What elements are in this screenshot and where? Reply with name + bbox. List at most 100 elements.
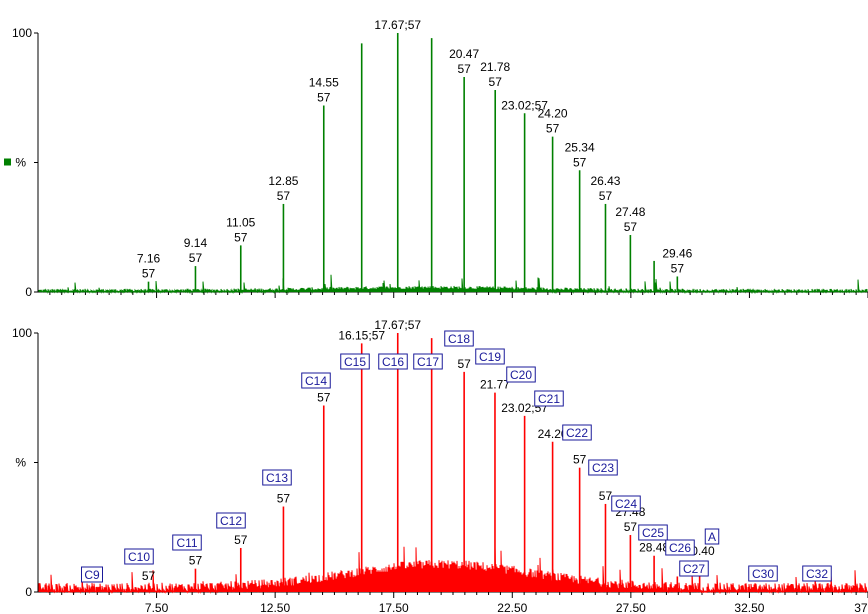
bottom-peak-label: 57 <box>599 489 613 503</box>
top-baseline-signal <box>38 274 868 294</box>
bottom-xtick-label: 17.50 <box>379 601 409 614</box>
bottom-peak-label: 57 <box>624 520 638 534</box>
top-peak-label: 57 <box>624 220 638 234</box>
bottom-xtick-label: 12.50 <box>260 601 290 614</box>
compound-label: C14 <box>305 374 327 388</box>
compound-label: C16 <box>382 355 404 369</box>
top-peak-label: 57 <box>317 91 331 105</box>
compound-label-box <box>506 366 536 383</box>
compound-label: C21 <box>538 392 560 406</box>
top-peak-label: 26.43 <box>590 174 620 188</box>
compound-label-box <box>534 390 564 407</box>
compound-label-box <box>340 353 370 370</box>
top-peak-label: 57 <box>142 267 156 281</box>
compound-label: C15 <box>344 355 366 369</box>
compound-label-box <box>704 528 720 545</box>
bottom-peak-label: 16.15;57 <box>338 328 385 342</box>
top-peak-label: 21.78 <box>480 60 510 74</box>
top-peak-label: 57 <box>277 189 291 203</box>
compound-label: C26 <box>669 541 691 555</box>
top-peak-label: 23.02;57 <box>501 98 548 112</box>
top-peak-label: 12.85 <box>268 174 298 188</box>
compound-label-box <box>124 548 154 565</box>
compound-label: C20 <box>510 368 532 382</box>
bottom-xtick-label: 7.50 <box>145 601 169 614</box>
compound-label-box <box>262 469 292 486</box>
compound-label: C10 <box>128 550 150 564</box>
bottom-xtick-label: 27.50 <box>616 601 646 614</box>
top-peak-label: 27.48 <box>615 205 645 219</box>
compound-label: C13 <box>266 471 288 485</box>
top-peak-label: 25.34 <box>565 140 595 154</box>
compound-label-box <box>679 560 709 577</box>
bottom-peak-label: 17.67;57 <box>374 318 421 332</box>
top-peak-label: 29.46 <box>662 246 692 260</box>
compound-label-box <box>802 565 832 582</box>
compound-label-box <box>748 565 778 582</box>
compound-label: C27 <box>683 562 705 576</box>
top-ytick-label: 0 <box>25 285 32 299</box>
top-legend-marker <box>4 158 11 166</box>
top-peak-label: 57 <box>234 230 248 244</box>
compound-label-box <box>475 348 505 365</box>
top-peak-label: 57 <box>189 251 203 265</box>
compound-label-box <box>81 566 103 583</box>
top-peak-label: 57 <box>599 189 613 203</box>
bottom-peak-label: 57 <box>573 453 587 467</box>
bottom-ytick-label: % <box>15 456 26 470</box>
top-peak-label: 14.55 <box>309 76 339 90</box>
compound-label-box <box>172 534 202 551</box>
bottom-xtick-label: 37 <box>854 601 868 614</box>
bottom-peak-label: 57 <box>142 569 156 583</box>
compound-label-box <box>378 353 408 370</box>
bottom-peak-label: 57 <box>189 554 203 568</box>
bottom-peak-label: 57 <box>234 533 248 547</box>
top-ytick-label: % <box>15 156 26 170</box>
top-peak-label: 24.20 <box>538 107 568 121</box>
bottom-ytick-label: 100 <box>12 326 32 340</box>
compound-label: C23 <box>592 461 614 475</box>
bottom-peak-label: 57 <box>277 492 291 506</box>
bottom-peak-label: 57 <box>317 391 331 405</box>
compound-label-box <box>216 512 246 529</box>
top-peak-label: 57 <box>457 62 471 76</box>
top-peak-label: 57 <box>489 75 503 89</box>
compound-label: C32 <box>806 567 828 581</box>
compound-label-box <box>562 424 592 441</box>
compound-label: C11 <box>176 536 197 550</box>
compound-label: C19 <box>479 350 501 364</box>
compound-label: C22 <box>566 426 588 440</box>
top-peak-label: 20.47 <box>449 47 479 61</box>
compound-label-box <box>611 495 641 512</box>
bottom-peak-label: 28.48 <box>639 541 669 555</box>
bottom-xtick-label: 32.50 <box>734 601 764 614</box>
top-peak-label: 9.14 <box>184 236 208 250</box>
compound-label-box <box>588 459 618 476</box>
compound-label: C17 <box>417 355 439 369</box>
bottom-peak-label: 57 <box>457 357 471 371</box>
bottom-peak-label: 21.77 <box>480 378 510 392</box>
bottom-peak-label: 24.20 <box>538 427 568 441</box>
compound-label-box <box>638 524 668 541</box>
bottom-ytick-label: 0 <box>25 585 32 599</box>
bottom-baseline-signal <box>38 546 868 594</box>
compound-label: A <box>708 530 716 544</box>
compound-label-box <box>301 372 331 389</box>
compound-label-box <box>413 353 443 370</box>
compound-label: C9 <box>84 568 100 582</box>
top-peak-label: 57 <box>573 155 587 169</box>
top-peak-label: 57 <box>546 122 560 136</box>
top-peak-label: 17.67;57 <box>374 18 421 32</box>
compound-label-box <box>665 539 695 556</box>
compound-label: C24 <box>615 497 637 511</box>
compound-label-box <box>444 330 474 347</box>
bottom-xtick-label: 22.50 <box>497 601 527 614</box>
top-peak-label: 7.16 <box>137 252 161 266</box>
top-ytick-label: 100 <box>12 26 32 40</box>
top-peak-label: 57 <box>671 261 685 275</box>
top-peak-label: 11.05 <box>226 215 255 229</box>
compound-label: C30 <box>752 567 774 581</box>
compound-label: C18 <box>448 332 470 346</box>
compound-label: C25 <box>642 526 664 540</box>
